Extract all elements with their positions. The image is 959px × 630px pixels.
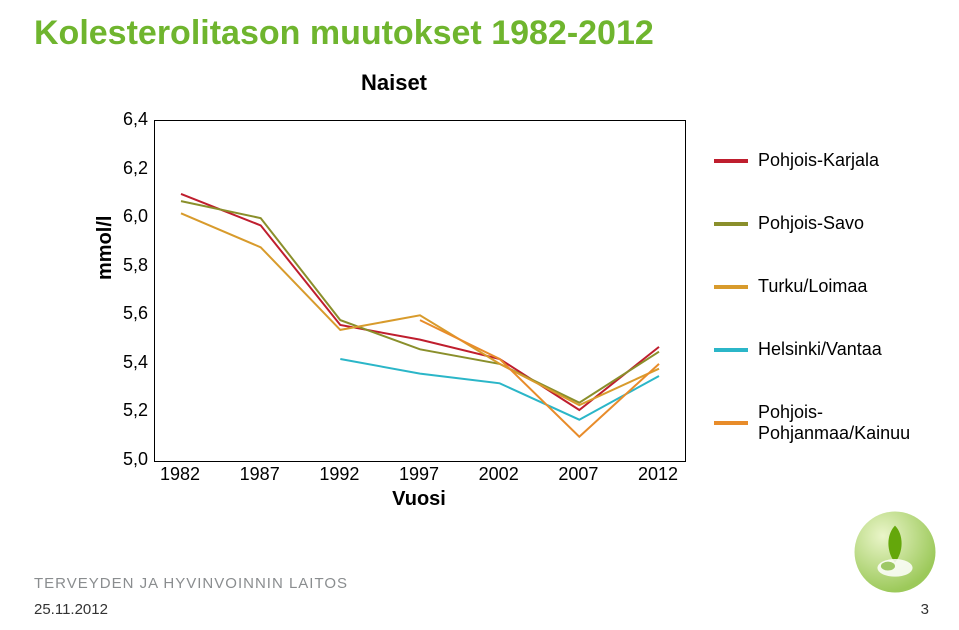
x-tick-label: 1982: [160, 464, 200, 485]
x-tick-label: 1987: [240, 464, 280, 485]
chart: Naiset mmol/l Vuosi Pohjois-Karjala Pohjo…: [44, 70, 916, 510]
legend: Pohjois-Karjala Pohjois-Savo Turku/Loimaa H…: [714, 150, 924, 486]
legend-label: Helsinki/Vantaa: [758, 339, 882, 360]
y-tick-label: 5,2: [116, 400, 148, 421]
legend-swatch: [714, 285, 748, 289]
legend-item: Pohjois-Pohjanmaa/Kainuu: [714, 402, 924, 444]
brand-globe-icon: [851, 508, 939, 596]
y-tick-label: 6,2: [116, 158, 148, 179]
legend-label: Turku/Loimaa: [758, 276, 867, 297]
legend-label: Pohjois-Savo: [758, 213, 864, 234]
legend-swatch: [714, 421, 748, 425]
slide: { "title": "Kolesterolitason muutokset 1…: [0, 0, 959, 630]
legend-item: Helsinki/Vantaa: [714, 339, 924, 360]
x-tick-label: 1992: [319, 464, 359, 485]
plot-area: [154, 120, 686, 462]
y-tick-label: 5,6: [116, 303, 148, 324]
footer-date: 25.11.2012: [34, 601, 108, 618]
x-tick-label: 2002: [479, 464, 519, 485]
legend-swatch: [714, 222, 748, 226]
y-tick-label: 5,0: [116, 449, 148, 470]
chart-subtitle: Naiset: [44, 70, 744, 96]
line-chart-svg: [155, 121, 685, 461]
legend-swatch: [714, 159, 748, 163]
legend-item: Turku/Loimaa: [714, 276, 924, 297]
legend-item: Pohjois-Savo: [714, 213, 924, 234]
x-axis-label: Vuosi: [154, 488, 684, 511]
y-tick-label: 6,4: [116, 109, 148, 130]
legend-swatch: [714, 348, 748, 352]
slide-title: Kolesterolitason muutokset 1982-2012: [0, 0, 959, 53]
x-tick-label: 2007: [558, 464, 598, 485]
x-tick-label: 1997: [399, 464, 439, 485]
legend-item: Pohjois-Karjala: [714, 150, 924, 171]
x-tick-label: 2012: [638, 464, 678, 485]
y-axis-label: mmol/l: [94, 216, 117, 280]
y-tick-label: 6,0: [116, 206, 148, 227]
legend-label: Pohjois-Karjala: [758, 150, 879, 171]
legend-label: Pohjois-Pohjanmaa/Kainuu: [758, 402, 910, 444]
footer-brand: TERVEYDEN JA HYVINVOINNIN LAITOS: [34, 575, 348, 592]
footer-page: 3: [921, 601, 929, 618]
y-tick-label: 5,4: [116, 352, 148, 373]
y-tick-label: 5,8: [116, 255, 148, 276]
